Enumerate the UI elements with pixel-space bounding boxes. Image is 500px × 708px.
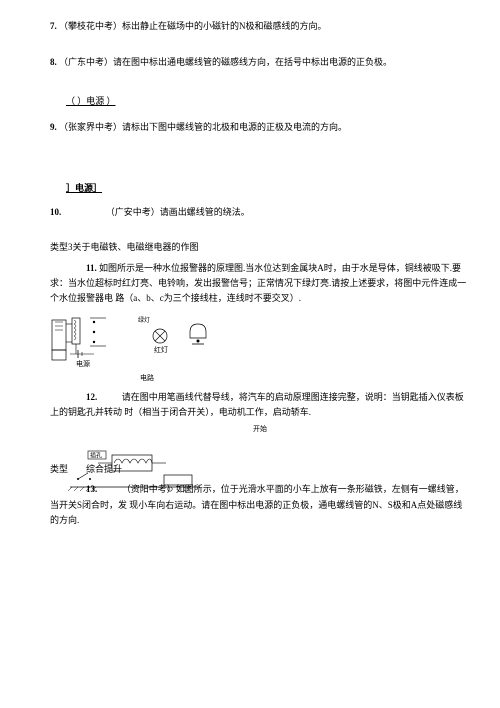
q10-number: 10. [50,206,61,220]
svg-text:绿灯: 绿灯 [138,316,150,324]
q11-text: 如图所示是一种水位报警器的原理图.当水位达到金属块A时，由于水是导体，铜线被吸下… [50,263,466,304]
question-7: 7. （攀枝花中考）标出静止在磁场中的小磁针的N极和磁感线的方向。 [50,20,470,34]
question-13: 插孔 类型综合综合提升 13. （资阳中考）如图所示 [50,449,470,528]
q9-bracket-text: ］电源］ [66,182,102,196]
q9-text: （张家界中考）请标出下图中螺线管的北极和电源的正极及电流的方向。 [59,122,347,132]
q8-text: （广东中考）请在图中标出通电螺线管的磁感线方向，在括号中标出电源的正负极。 [59,57,392,67]
q7-number: 7. [50,20,57,34]
q12-caption: 开始 [50,424,470,435]
q11-figure: 电源 绿灯 红灯 [50,314,470,369]
section-type3: 类型3关于电磁铁、电磁继电器的作图 11. 如图所示是一种水位报警器的原理图.当… [50,241,470,384]
q9-number: 9. [50,121,57,135]
q10-text: （广安中考）请画出螺线管的绕法。 [106,207,250,217]
q13-text: （资阳中考）如图所示，位于光滑水平面的小车上放有一条形磁铁，左侧有一螺线管，当开… [50,484,464,525]
q12-number: 12. [68,390,97,405]
question-9: 9. （张家界中考）请标出下图中螺线管的北极和电源的正极及电流的方向。 [50,121,470,135]
q8-bracket: （ ）电源 ） [66,77,470,115]
question-12: 12. 请在图中用笔画线代替导线，将汽车的启动原理图连接完整，说明：当钥匙插入仪… [50,390,470,435]
q7-text: （攀枝花中考）标出静止在磁场中的小磁针的N极和磁感线的方向。 [59,21,327,31]
svg-text:插孔: 插孔 [90,451,102,459]
svg-text:红灯: 红灯 [154,345,168,354]
circuit-diagram-icon: 电源 绿灯 红灯 [50,314,230,369]
q11-number: 11. [68,261,97,276]
section-title: 类型3关于电磁铁、电磁继电器的作图 [50,241,470,255]
q12-text: 请在图中用笔画线代替导线，将汽车的启动原理图连接完整，说明：当钥匙插入仪表板上的… [50,392,464,417]
source-label: 电源 [76,359,90,368]
q9-bracket: ］电源］ [66,164,470,202]
q8-bracket-text: （ ）电源 ） [66,95,116,109]
q8-number: 8. [50,56,57,70]
question-8: 8. （广东中考）请在图中标出通电螺线管的磁感线方向，在括号中标出电源的正负极。 [50,56,470,70]
question-10: 10. （广安中考）请画出螺线管的绕法。 [50,206,470,220]
q13-number: 13. [68,482,97,497]
q11: 11. 如图所示是一种水位报警器的原理图.当水位达到金属块A时，由于水是导体，铜… [50,261,470,307]
q13-header: 类型综合综合提升 [50,463,470,477]
q11-caption: 电路 [140,373,470,384]
